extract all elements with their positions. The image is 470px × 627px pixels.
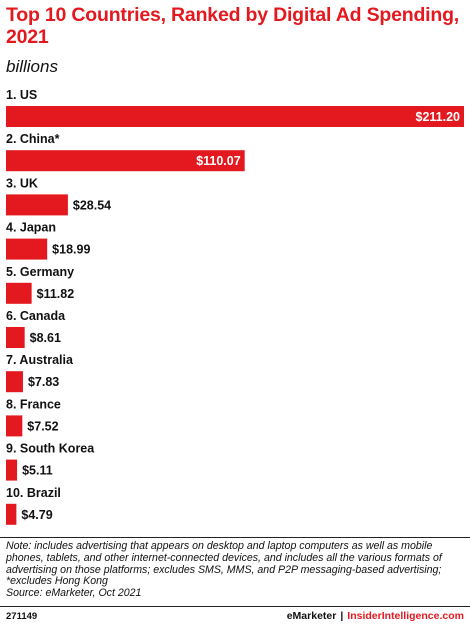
chart-title: Top 10 Countries, Ranked by Digital Ad S… xyxy=(6,4,460,48)
bar xyxy=(6,238,48,260)
bar-row: 4. Japan $18.99 xyxy=(6,221,90,260)
bar xyxy=(6,371,23,393)
category-label: 6. Canada xyxy=(6,309,66,323)
category-label: 5. Germany xyxy=(6,265,74,279)
value-label: $7.52 xyxy=(27,419,58,433)
value-label: $4.79 xyxy=(21,508,52,522)
bar xyxy=(6,415,23,437)
category-label: 7. Australia xyxy=(6,353,74,367)
bar-row: 6. Canada $8.61 xyxy=(6,309,66,348)
footer-brand: eMarketer | InsiderIntelligence.com xyxy=(287,610,464,622)
footer-divider xyxy=(0,606,470,607)
category-label: 10. Brazil xyxy=(6,486,61,500)
bar-row: 2. China* $110.07 xyxy=(6,132,245,172)
bar-row: 10. Brazil $4.79 xyxy=(6,486,61,525)
bar-chart: 1. US $211.20 2. China* $110.07 3. UK $28.54 4… xyxy=(6,88,464,525)
bar-row: 7. Australia $7.83 xyxy=(6,353,74,393)
bar xyxy=(6,194,68,216)
category-label: 4. Japan xyxy=(6,221,56,235)
bar xyxy=(6,282,32,304)
value-label: $28.54 xyxy=(73,198,111,212)
value-label: $211.20 xyxy=(416,110,461,124)
bar xyxy=(6,106,464,127)
bar-row: 8. France $7.52 xyxy=(6,397,61,437)
category-label: 9. South Korea xyxy=(6,442,95,456)
value-label: $5.11 xyxy=(22,464,53,478)
bar xyxy=(6,503,17,525)
category-label: 8. France xyxy=(6,397,61,411)
notes-divider xyxy=(0,537,470,538)
chart-subtitle: billions xyxy=(6,57,58,76)
category-label: 3. UK xyxy=(6,176,38,190)
bar xyxy=(6,327,25,348)
value-label: $8.61 xyxy=(30,331,61,345)
bar-row: 1. US $211.20 xyxy=(6,88,464,127)
chart-id: 271149 xyxy=(6,611,38,622)
bar-row: 3. UK $28.54 xyxy=(6,176,111,216)
brand-separator: | xyxy=(340,610,344,622)
bar xyxy=(6,150,245,172)
chart-notes: Note: includes advertising that appears … xyxy=(6,540,466,600)
category-label: 1. US xyxy=(6,88,37,102)
emarketer-brand: eMarketer xyxy=(286,610,337,622)
category-label: 2. China* xyxy=(6,132,60,146)
bar xyxy=(6,459,18,481)
value-label: $11.82 xyxy=(37,287,75,301)
note-text: Note: includes advertising that appears … xyxy=(6,540,442,588)
bar-row: 9. South Korea $5.11 xyxy=(6,442,95,481)
insider-intelligence-brand: InsiderIntelligence.com xyxy=(347,610,464,622)
bar-row: 5. Germany $11.82 xyxy=(6,265,74,304)
source-text: Source: eMarketer, Oct 2021 xyxy=(6,587,142,600)
value-label: $7.83 xyxy=(28,375,59,389)
value-label: $110.07 xyxy=(196,154,241,168)
value-label: $18.99 xyxy=(52,243,90,257)
